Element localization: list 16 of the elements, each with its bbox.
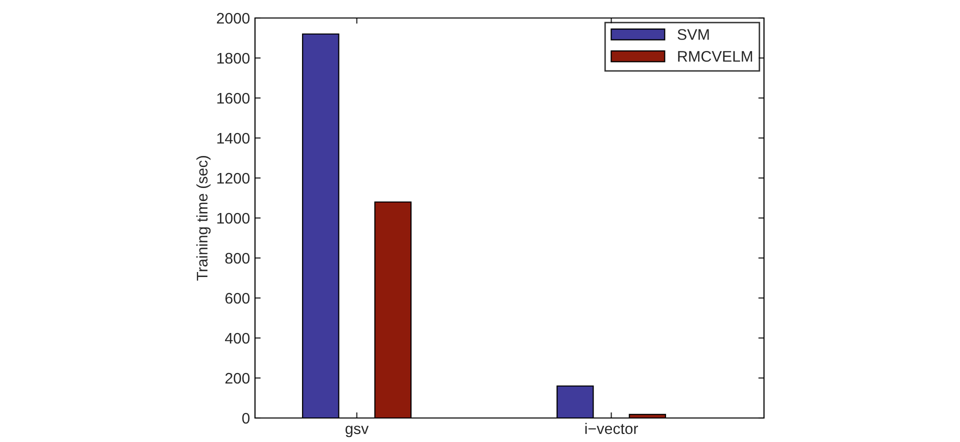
- y-tick-label: 1200: [217, 172, 250, 184]
- y-tick-label: 400: [225, 332, 250, 344]
- legend-label: SVM: [678, 29, 709, 40]
- y-tick-label: 1800: [217, 52, 250, 64]
- y-tick-label: 800: [225, 252, 250, 264]
- y-tick-label: 600: [225, 292, 250, 304]
- y-tick-label: 200: [225, 372, 250, 384]
- legend-label: RMCVELM: [678, 50, 752, 62]
- y-tick-label: 0: [242, 412, 250, 424]
- y-tick-label: 1000: [217, 212, 250, 224]
- y-tick-label: 2000: [216, 12, 250, 24]
- x-tick-label: gsv: [346, 426, 369, 438]
- x-tick-label: i−vector: [585, 422, 638, 434]
- y-axis-title: Training time (sec): [196, 156, 211, 281]
- y-tick-label: 1400: [217, 132, 250, 144]
- y-tick-label: 1600: [217, 92, 250, 104]
